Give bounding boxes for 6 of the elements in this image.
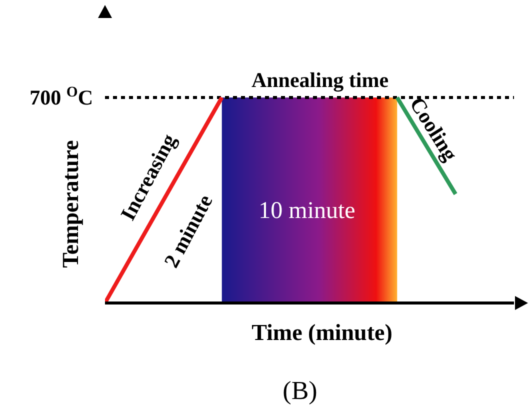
y-axis-title: Temperature	[58, 140, 83, 268]
annotation: 10 minute	[258, 198, 356, 224]
text: (B)	[282, 376, 318, 405]
x-axis-title: Time (minute)	[252, 320, 392, 345]
ref-line-label: 700 $^{O}$C	[30, 84, 93, 110]
text: Annealing time	[251, 68, 389, 92]
